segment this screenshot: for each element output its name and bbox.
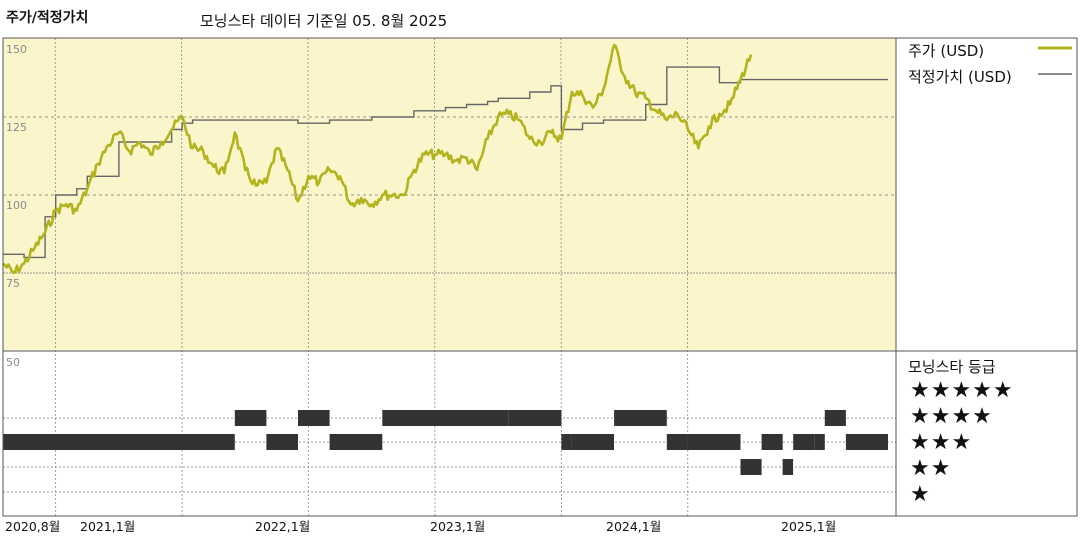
rating-bar	[266, 434, 298, 450]
x-tick-label: 2024,1월	[606, 519, 662, 534]
rating-bar	[687, 434, 741, 450]
rating-bar	[298, 410, 330, 426]
rating-bar	[329, 434, 383, 450]
rating-bar	[793, 434, 815, 450]
rating-layer	[3, 410, 888, 475]
four-star-legend-icon: ★★★★	[910, 404, 993, 429]
x-tick-label: 2021,1월	[80, 519, 136, 534]
data-date-subtitle: 모닝스타 데이터 기준일 05. 8월 2025	[200, 12, 448, 30]
rating-bar	[782, 459, 794, 475]
rating-bar	[824, 410, 846, 426]
two-star-legend-icon: ★★	[910, 456, 952, 481]
x-tick-label: 2022,1월	[255, 519, 311, 534]
rating-bar	[445, 410, 509, 426]
rating-bar	[382, 410, 446, 426]
rating-bar	[761, 434, 783, 450]
x-tick-label: 2023,1월	[430, 519, 486, 534]
legend-price-label: 주가 (USD)	[908, 42, 985, 60]
x-tick-label: 2025,1월	[781, 519, 837, 534]
y-tick-label: 125	[6, 121, 27, 134]
one-star-legend-icon: ★	[910, 482, 931, 507]
y-tick-label: 150	[6, 43, 27, 56]
legend-fair-value-label: 적정가치 (USD)	[908, 68, 1012, 86]
rating-legend-title: 모닝스타 등급	[908, 358, 996, 376]
rating-bar	[666, 434, 688, 450]
rating-bar	[3, 434, 235, 450]
rating-bar	[814, 434, 825, 450]
three-star-legend-icon: ★★★	[910, 430, 973, 455]
rating-bar	[571, 434, 614, 450]
chart-title: 주가/적정가치	[6, 10, 89, 26]
y-tick-label: 100	[6, 199, 27, 212]
rating-bar	[234, 410, 267, 426]
five-star-legend-icon: ★★★★★	[910, 378, 1014, 403]
chart-frame	[2, 37, 1078, 517]
rating-bar	[614, 410, 667, 426]
rating-bar	[508, 410, 562, 426]
y-tick-label: 50	[6, 356, 20, 369]
x-tick-label: 2020,8월	[5, 519, 61, 534]
rating-bar	[740, 459, 762, 475]
y-tick-label: 75	[6, 277, 20, 290]
price-line	[2, 43, 753, 275]
upper-panel-background	[3, 38, 896, 350]
rating-bar	[845, 434, 888, 450]
rating-bar	[561, 434, 572, 450]
